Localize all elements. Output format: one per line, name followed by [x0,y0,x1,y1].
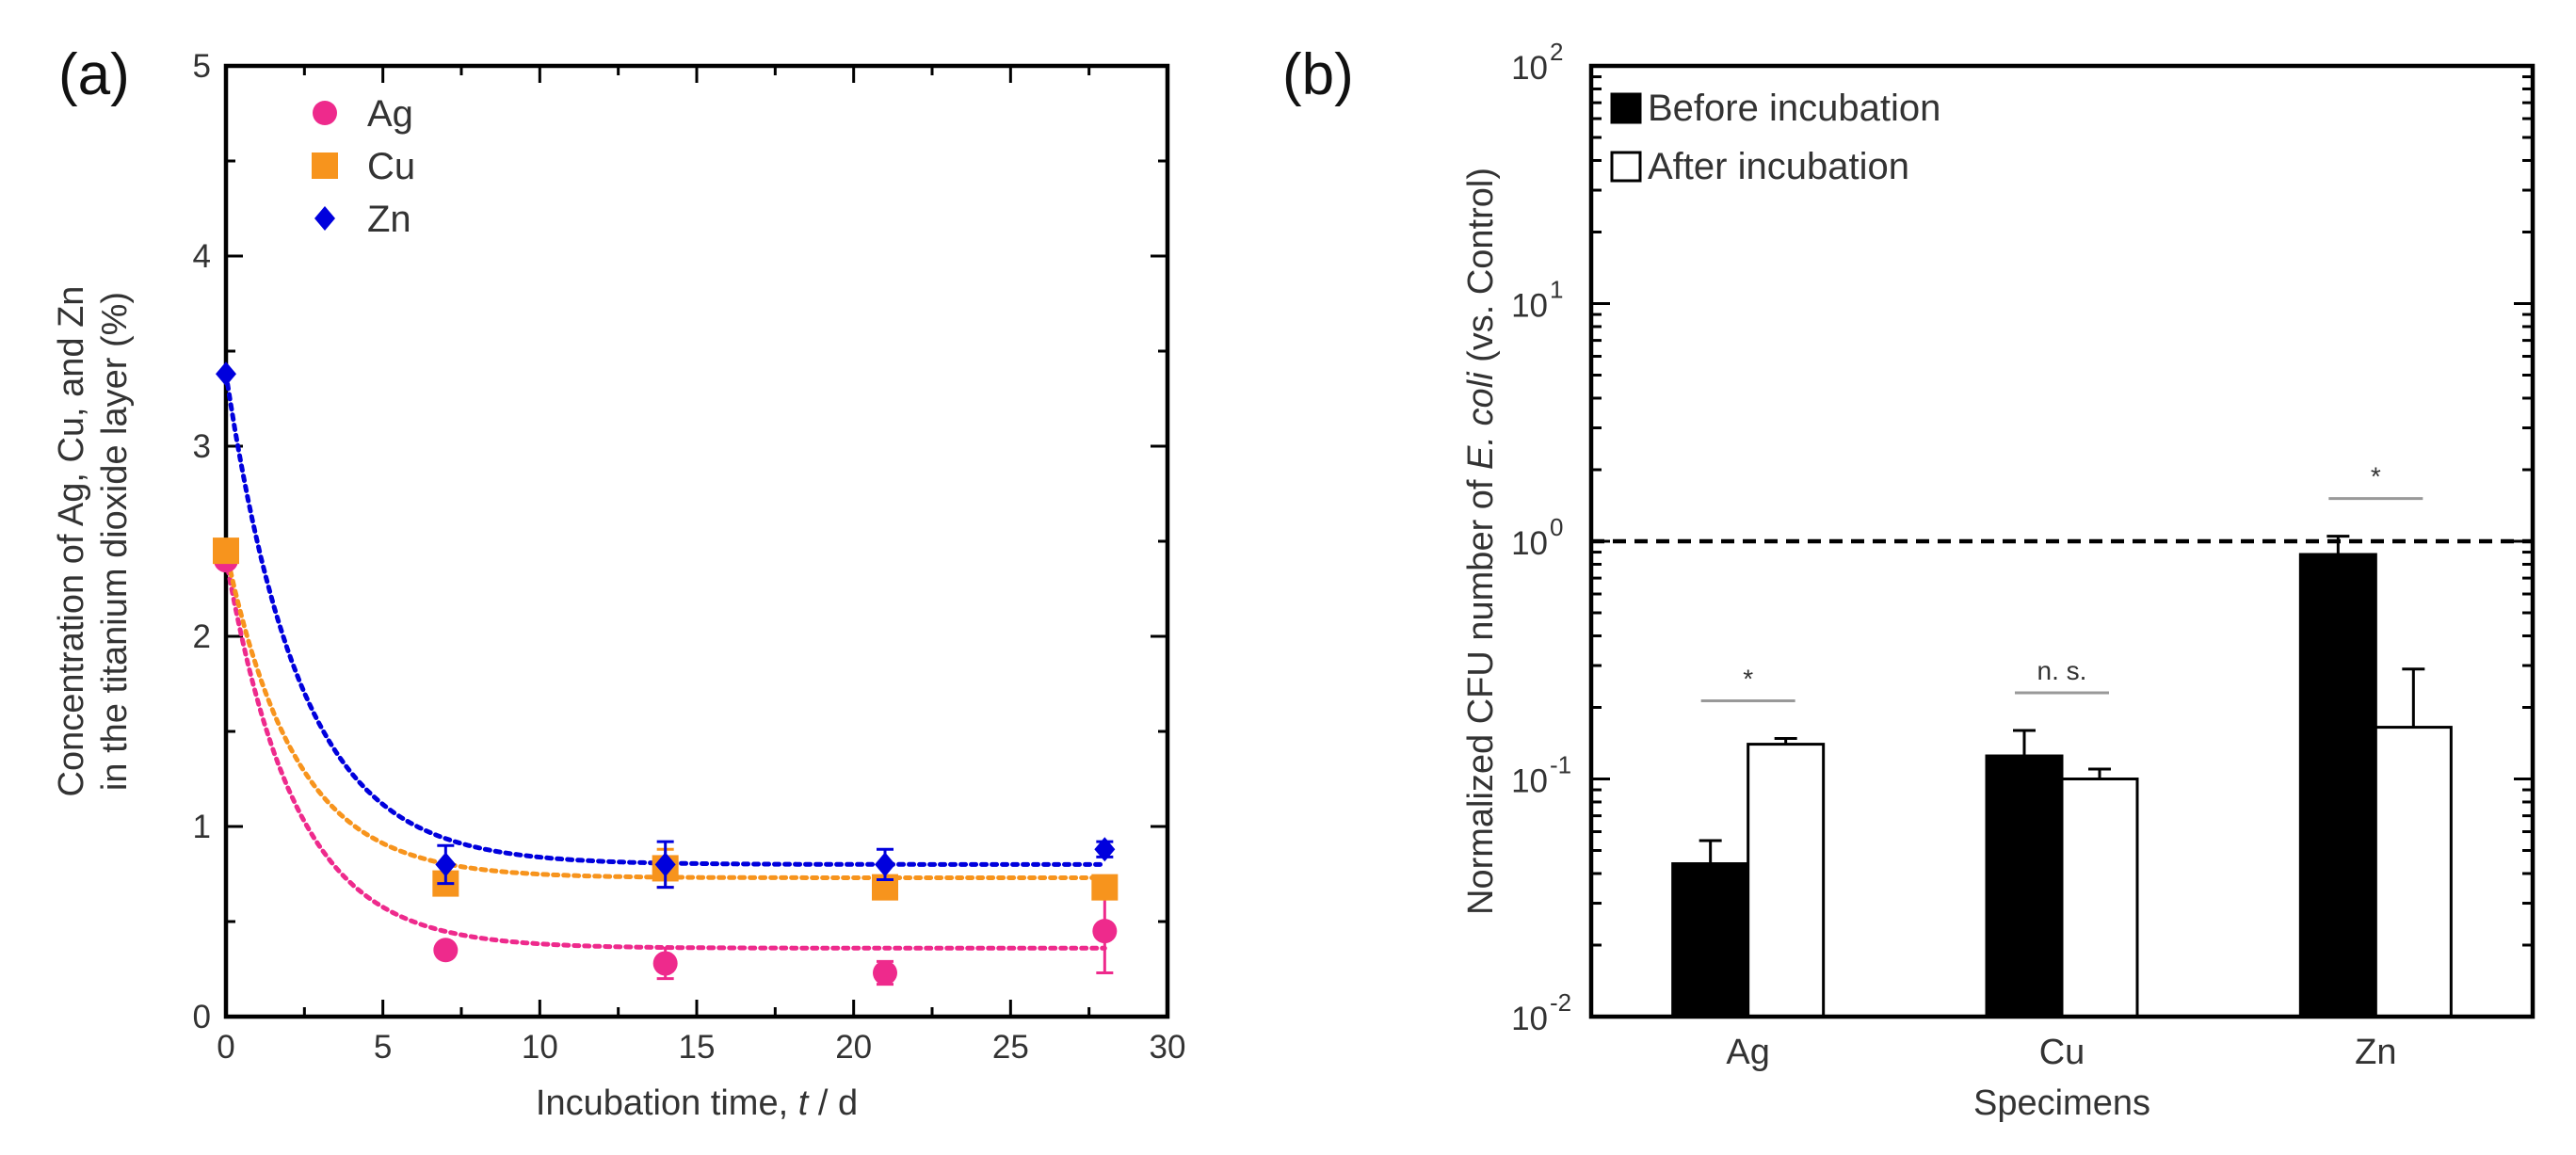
panel-a-y-axis-label: Concentration of Ag, Cu, and Zn in the t… [52,286,135,797]
data-point-cu [213,537,239,565]
panel-b-plot-frame [1588,63,2536,1019]
legend-swatch-before [1610,92,1642,124]
legend-swatch-after [1610,151,1642,183]
panel-a-label: (a) [58,42,130,107]
panel-b-y-axis-label: Normalized CFU number of E. coli (vs. Co… [1461,168,1501,915]
panel-b-label: (b) [1282,42,1354,107]
panel-a-ticks: 0 5 10 15 20 25 30 0 1 2 3 4 5 [193,48,1186,1066]
data-point-zn [435,852,457,877]
y-tick-label: 3 [193,428,211,465]
bar-ag-before [1671,862,1750,1019]
legend-label-before: Before incubation [1648,88,1940,129]
bar-cu-after [2060,778,2139,1019]
panel-b-legend: Before incubation After incubation [1610,88,1940,187]
data-point-zn [1094,837,1116,862]
x-tick-label-cu: Cu [2039,1033,2085,1072]
fit-curve-ag [223,555,1107,951]
legend-marker-zn [314,206,335,231]
panel-a-legend: Ag Cu Zn [312,93,415,240]
data-point-cu [1091,874,1119,901]
bar-zn-before [2298,553,2377,1019]
legend-marker-ag [313,101,337,125]
x-tick-label: 20 [835,1029,872,1066]
y-tick-exponent: -2 [1550,988,1571,1017]
y-tick-exponent: 0 [1550,513,1563,541]
x-tick-label: 15 [679,1029,716,1066]
y-tick-label: 2 [193,618,211,655]
panel-a-x-axis-label: Incubation time, t / d [536,1083,858,1123]
significance-label-cu: n. s. [2037,656,2087,685]
y-tick-exponent: 1 [1550,276,1563,304]
legend-label-zn: Zn [367,199,411,240]
y-tick-exponent: 2 [1550,38,1563,66]
panel-b-bars [1671,535,2453,1019]
y-tick-exponent: -1 [1550,751,1571,779]
y-tick-label: 0 [193,999,211,1035]
y-tick-label: 10 [1511,288,1548,325]
y-tick-label: 4 [193,238,211,275]
data-point-ag [873,960,897,986]
bar-zn-after [2374,726,2453,1019]
y-tick-label: 10 [1511,525,1548,562]
bar-ag-after [1747,743,1826,1019]
bar-cu-before [1985,754,2064,1019]
data-point-zn [216,361,236,387]
legend-label-after: After incubation [1648,146,1909,187]
legend-marker-cu [312,152,338,179]
y-tick-label: 5 [193,48,211,85]
data-point-zn [654,852,676,877]
panel-a-y-axis-label-line1: Concentration of Ag, Cu, and Zn [52,286,91,797]
panel-b-significance-marks: * n. s. * [1700,462,2423,703]
panel-b-x-axis-label: Specimens [1973,1083,2150,1123]
panel-a-y-axis-label-line2: in the titanium dioxide layer (%) [95,292,135,791]
significance-label-ag: * [1743,665,1753,694]
x-tick-label: 10 [522,1029,558,1066]
y-tick-label: 1 [193,809,211,845]
data-point-ag [652,951,678,976]
x-tick-label: 30 [1150,1029,1186,1066]
y-tick-label: 10 [1511,763,1548,800]
panel-a-data-points [213,361,1119,987]
y-tick-label: 10 [1511,1001,1548,1037]
x-tick-label-zn: Zn [2355,1033,2396,1072]
y-tick-label: 10 [1511,50,1548,87]
data-point-ag [433,938,459,963]
x-tick-label-ag: Ag [1726,1033,1769,1072]
data-point-ag [1092,919,1118,944]
fit-curve-cu [223,548,1107,880]
x-tick-label: 0 [217,1029,234,1066]
fit-curve-zn [223,371,1107,867]
x-tick-label: 5 [374,1029,392,1066]
data-point-zn [875,852,895,877]
x-tick-label: 25 [992,1029,1029,1066]
panel-a: (a) 0 5 10 15 20 25 30 0 1 2 3 4 5 Ag Cu Zn Incubation… [52,42,1185,1123]
significance-label-zn: * [2371,462,2381,491]
legend-label-cu: Cu [367,146,415,187]
legend-label-ag: Ag [367,93,413,135]
